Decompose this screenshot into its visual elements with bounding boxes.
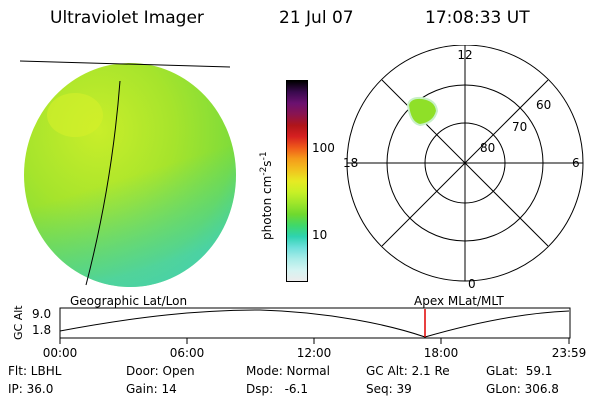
status-dsp: Dsp: -6.1 bbox=[246, 382, 309, 396]
lat-80-label: 80 bbox=[480, 141, 495, 155]
colorbar-tick-100: 100 bbox=[312, 141, 335, 155]
mlt-0-label: 0 bbox=[468, 277, 476, 291]
altitude-curve bbox=[59, 309, 570, 338]
status-glon: GLon: 306.8 bbox=[486, 382, 559, 396]
apex-label: Apex MLat/MLT bbox=[414, 294, 504, 308]
mlt-12-label: 12 bbox=[457, 48, 472, 62]
auroral-emission-spot bbox=[406, 96, 439, 127]
altitude-ytick-low: 1.8 bbox=[32, 323, 51, 337]
status-ip: IP: 36.0 bbox=[8, 382, 54, 396]
instrument-title: Ultraviolet Imager bbox=[50, 8, 204, 28]
geographic-latitude-line bbox=[20, 60, 231, 68]
mlt-18-label: 18 bbox=[343, 156, 358, 170]
status-door: Door: Open bbox=[126, 364, 195, 378]
xtick-1200: 12:00 bbox=[297, 346, 332, 360]
geographic-longitude-line bbox=[85, 80, 121, 286]
status-gcalt: GC Alt: 2.1 Re bbox=[366, 364, 450, 378]
status-gain: Gain: 14 bbox=[126, 382, 177, 396]
colorbar-label: photon cm-2s-1 bbox=[259, 151, 274, 240]
xtick-1800: 18:00 bbox=[424, 346, 459, 360]
xtick-0600: 06:00 bbox=[170, 346, 205, 360]
time-label: 17:08:33 UT bbox=[425, 8, 530, 28]
altitude-ytick-high: 9.0 bbox=[32, 307, 51, 321]
altitude-plot: GC Alt 9.0 1.8 00:00 06:00 12:00 18:00 2… bbox=[12, 305, 587, 360]
altitude-ylabel: GC Alt bbox=[12, 305, 25, 340]
date-label: 21 Jul 07 bbox=[279, 8, 354, 28]
polar-plot: 12 18 6 0 60 70 80 bbox=[343, 45, 584, 291]
colorbar-tick-10: 10 bbox=[312, 228, 328, 242]
status-flt: Flt: LBHL bbox=[8, 364, 62, 378]
status-seq: Seq: 39 bbox=[366, 382, 412, 396]
xtick-0000: 00:00 bbox=[43, 346, 78, 360]
xtick-2359: 23:59 bbox=[552, 346, 587, 360]
uv-image-disk bbox=[20, 60, 236, 287]
mlt-6-label: 6 bbox=[572, 156, 580, 170]
lat-60-label: 60 bbox=[536, 98, 551, 112]
geographic-label: Geographic Lat/Lon bbox=[70, 294, 188, 308]
altitude-plot-frame bbox=[59, 307, 571, 339]
status-mode: Mode: Normal bbox=[246, 364, 330, 378]
status-glat: GLat: 59.1 bbox=[486, 364, 553, 378]
colorbar bbox=[286, 80, 308, 282]
lat-70-label: 70 bbox=[512, 120, 527, 134]
